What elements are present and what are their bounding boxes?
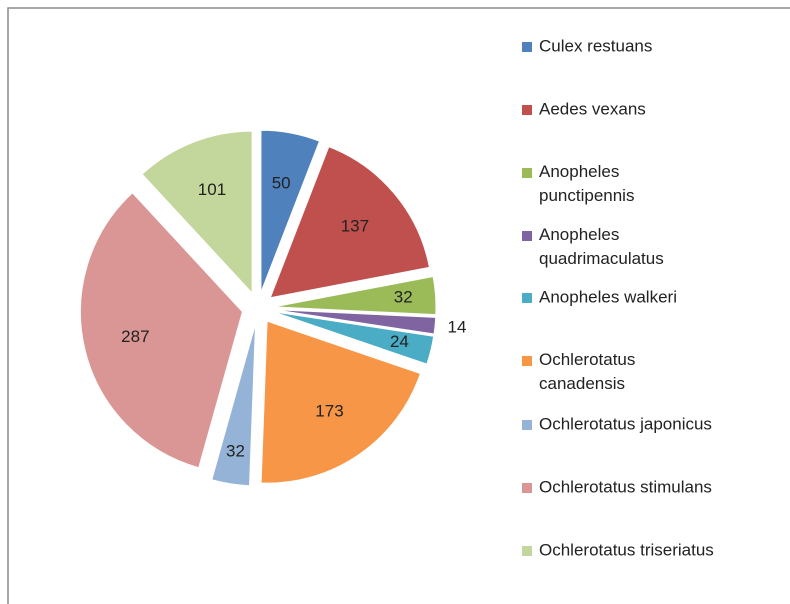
legend-swatch (522, 231, 532, 241)
legend-label: Anopheles punctipennis (539, 162, 634, 205)
pie-slice (211, 323, 257, 487)
pie-slice (273, 275, 437, 316)
legend-swatch (522, 42, 532, 52)
data-label: 137 (341, 217, 369, 236)
pie-slice (141, 130, 253, 295)
legend-swatch (522, 356, 532, 366)
legend-label: Anopheles walkeri (539, 287, 677, 306)
data-label: 50 (272, 173, 291, 192)
legend-label: Ochlerotatus japonicus (539, 414, 712, 433)
pie-slice (260, 320, 422, 484)
legend-label: Ochlerotatus stimulans (539, 477, 712, 496)
data-label: 173 (315, 401, 343, 420)
legend-swatch (522, 420, 532, 430)
legend-label: Aedes vexans (539, 99, 646, 118)
data-label: 32 (226, 441, 245, 460)
legend-label: Anopheles quadrimaculatus (539, 225, 664, 268)
legend-swatch (522, 168, 532, 178)
pie-slice (273, 311, 435, 365)
pie-slice (269, 146, 431, 299)
legend-swatch (522, 293, 532, 303)
legend-label: Culex restuans (539, 36, 652, 55)
data-label: 32 (394, 287, 413, 306)
pie-slice (260, 129, 321, 293)
legend-label: Ochlerotatus triseriatus (539, 540, 714, 559)
legend-label: Ochlerotatus canadensis (539, 350, 640, 393)
pie-slice (79, 192, 244, 469)
pie-slice (273, 309, 437, 335)
data-label: 14 (448, 317, 467, 336)
legend-swatch (522, 546, 532, 556)
data-label: 287 (121, 327, 149, 346)
legend-swatch (522, 483, 532, 493)
data-label: 101 (198, 180, 226, 199)
data-label: 24 (390, 332, 409, 351)
legend-swatch (522, 105, 532, 115)
